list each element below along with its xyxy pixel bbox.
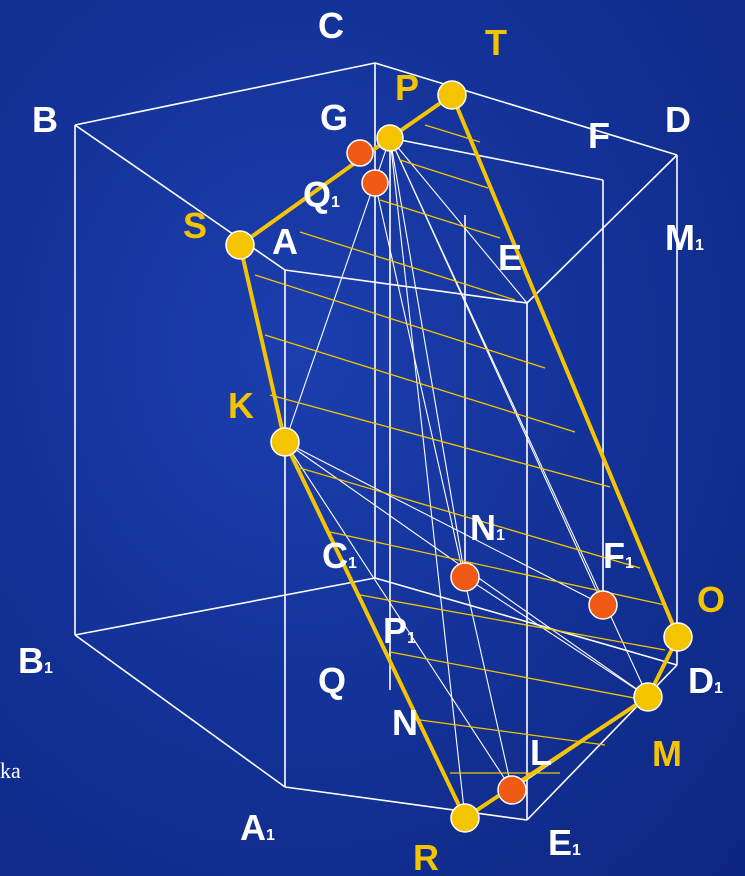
edge-G-F	[389, 137, 604, 181]
label-K: K	[228, 385, 254, 426]
label-D: D	[665, 99, 691, 140]
hatch-line	[299, 467, 641, 569]
hatch-line	[359, 594, 666, 651]
label-T: T	[485, 22, 507, 63]
point-F1	[588, 590, 618, 620]
edge-B1-C1	[74, 577, 376, 636]
label-A: A	[272, 221, 298, 262]
label-Q1: Q1	[303, 174, 340, 215]
label-P1: P1	[383, 610, 416, 651]
fan-Q1-L	[374, 182, 513, 791]
label-F: F	[588, 115, 610, 156]
edge-C1-D1	[374, 577, 678, 666]
label-D1: D1	[688, 660, 723, 701]
point-L	[497, 775, 527, 805]
point-K	[270, 427, 300, 457]
fan-K-L	[284, 441, 513, 791]
hatch-line	[254, 274, 546, 369]
label-N: N	[392, 702, 418, 743]
label-M1: M1	[665, 217, 704, 258]
label-F1: F1	[603, 535, 634, 576]
hatch-line	[379, 199, 501, 239]
point-O	[663, 622, 693, 652]
left-edge-text-fragment: ka	[0, 758, 21, 783]
fan-M-N1	[464, 576, 649, 698]
label-L: L	[530, 732, 552, 773]
label-G: G	[320, 97, 348, 138]
hatch-line	[299, 231, 516, 301]
hatch-line	[399, 159, 489, 189]
hatch-line	[389, 651, 646, 701]
edge-E1-A1	[284, 786, 528, 821]
edge-D-E	[526, 154, 678, 304]
label-S: S	[183, 205, 207, 246]
point-P	[437, 80, 467, 110]
label-A1: A1	[240, 807, 275, 848]
edge-A1-B1	[74, 634, 286, 788]
label-Q: Q	[318, 660, 346, 701]
fan-G-E	[389, 137, 528, 304]
vertex-labels: C T P B G F D Q1 M1 S A E K N1 C1 F1 O B…	[18, 5, 725, 876]
hatch-line	[419, 719, 606, 746]
label-N1: N1	[470, 507, 505, 548]
label-O: O	[697, 579, 725, 620]
label-B: B	[32, 99, 58, 140]
point-N1	[450, 562, 480, 592]
hatch-line	[269, 394, 611, 488]
points	[225, 80, 693, 833]
point-R	[450, 803, 480, 833]
hatch-line	[264, 334, 576, 433]
edge-B-C	[74, 62, 376, 126]
label-E: E	[498, 237, 522, 278]
prism-edges	[74, 62, 678, 821]
label-B1: B1	[18, 640, 53, 681]
label-C: C	[318, 5, 344, 46]
point-Q1	[361, 169, 389, 197]
label-P: P	[395, 67, 419, 108]
fan-G-N1	[389, 137, 466, 578]
fan-G-R	[389, 137, 466, 819]
point-S	[225, 230, 255, 260]
edge-C-D	[374, 62, 678, 156]
label-E1: E1	[548, 822, 581, 863]
label-R: R	[413, 837, 439, 876]
fan-lines	[284, 137, 649, 819]
point-upper-orange	[346, 139, 374, 167]
fan-K-F1	[284, 441, 604, 606]
fan-G-F1	[389, 137, 604, 606]
label-C1: C1	[322, 535, 357, 576]
point-G	[376, 124, 404, 152]
point-M	[633, 682, 663, 712]
label-M: M	[652, 733, 682, 774]
